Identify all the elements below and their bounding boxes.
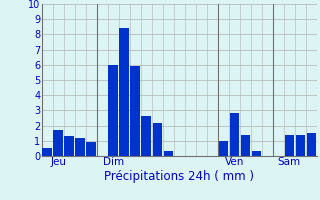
Bar [241, 135, 250, 156]
Bar [43, 148, 52, 156]
Bar [131, 66, 140, 156]
Bar [53, 130, 63, 156]
Bar [296, 135, 305, 156]
Bar [219, 141, 228, 156]
Bar [141, 116, 151, 156]
Bar [76, 138, 85, 156]
Bar [153, 123, 162, 156]
Bar [108, 65, 118, 156]
Bar [119, 28, 129, 156]
Bar [252, 151, 261, 156]
Bar [284, 135, 294, 156]
X-axis label: Précipitations 24h ( mm ): Précipitations 24h ( mm ) [104, 170, 254, 183]
Bar [229, 113, 239, 156]
Bar [86, 142, 96, 156]
Bar [307, 133, 316, 156]
Bar [64, 136, 74, 156]
Bar [164, 151, 173, 156]
